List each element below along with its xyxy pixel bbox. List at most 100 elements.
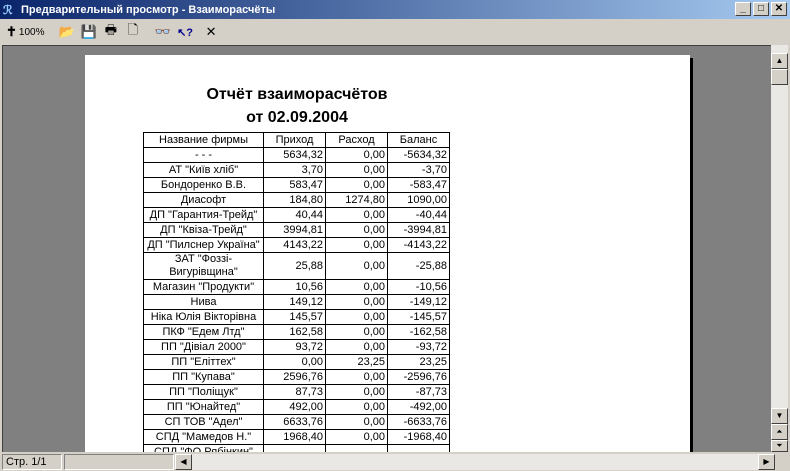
table-cell: 0,00 [325,222,388,238]
maximize-button[interactable]: □ [753,2,769,16]
table-cell: 0,00 [263,354,326,370]
table-cell: -6633,76 [387,414,450,430]
table-cell: -3,70 [387,162,450,178]
table-cell: АТ "Київ хліб" [143,162,264,178]
table-cell: 162,58 [263,324,326,340]
scroll-left-button[interactable]: ◀ [175,454,192,470]
table-cell: ПП "Поліщук" [143,384,264,400]
table-row: Магазин "Продукти" 10,56 0,00 -10,56 [143,279,450,295]
table-row: ПКФ "Едем Лтд" 162,58 0,00 -162,58 [143,324,450,340]
column-header: Приход [263,132,326,148]
table-cell: Ніка Юлія Вікторівна [143,309,264,325]
table-cell: 0,00 [325,147,388,163]
table-cell: Нива [143,294,264,310]
zoom-button[interactable]: ✝ 100% [6,23,44,41]
table-cell: 1090,00 [387,192,450,208]
zoom-label: 100% [18,26,45,38]
scroll-up-button[interactable]: ▲ [771,53,788,69]
table-cell: 0,00 [325,294,388,310]
table-cell: -492,00 [387,399,450,415]
toolbar: ✝ 100% 📂 💾 🖶 🗋 👓 ↖? ✕ [0,21,790,43]
find-button[interactable]: 👓 [155,23,171,41]
table-cell: -4143,22 [387,237,450,253]
table-cell: -145,57 [387,309,450,325]
report-table: Название фирмы Приход Расход Баланс - - -563… [143,132,450,452]
table-row: Ніка Юлія Вікторівна 145,57 0,00 -145,57 [143,309,450,325]
table-cell: 4143,22 [263,237,326,253]
table-cell: -1968,40 [387,429,450,445]
table-cell: ДП "Пилснер Україна" [143,237,264,253]
table-row: ПП "Дівіал 2000" 93,72 0,00 -93,72 [143,339,450,355]
status-panel [64,454,174,470]
close-preview-button[interactable]: ✕ [203,23,219,41]
column-header: Расход [325,132,388,148]
table-row: СПД "Мамедов Н." 1968,40 0,00 -1968,40 [143,429,450,445]
scroll-down-button[interactable]: ▼ [771,408,788,424]
table-row: ПП "Купава" 2596,76 0,00 -2596,76 [143,369,450,385]
report-subtitle: от 02.09.2004 [246,109,348,126]
table-cell: 0,00 [325,207,388,223]
table-cell: -3994,81 [387,222,450,238]
table-cell: 492,00 [263,399,326,415]
table-cell: ПП "Юнайтед" [143,399,264,415]
minimize-button[interactable]: _ [735,2,751,16]
scroll-thumb[interactable] [771,69,788,85]
table-cell: -149,12 [387,294,450,310]
table-cell: ПКФ "Едем Лтд" [143,324,264,340]
table-cell [263,444,326,452]
table-cell: -25,88 [387,252,450,280]
table-cell: 583,47 [263,177,326,193]
table-cell: Бондоренко В.В. [143,177,264,193]
table-row: СПД "ФО Рябінкин" [143,444,450,452]
table-cell: 23,25 [387,354,450,370]
report-title: Отчёт взаиморасчётов [206,86,388,103]
table-cell: 1968,40 [263,429,326,445]
table-cell: 0,00 [325,177,388,193]
scroll-right-button[interactable]: ▶ [758,454,775,470]
table-row: Диасофт 184,80 1274,80 1090,00 [143,192,450,208]
table-row: Бондоренко В.В. 583,47 0,00 -583,47 [143,177,450,193]
table-cell: 0,00 [325,414,388,430]
table-cell: ДП "Гарантия-Трейд" [143,207,264,223]
page-setup-button[interactable]: 🗋 [125,22,141,41]
report-page: Отчёт взаиморасчётов от 02.09.2004 Назва… [85,55,690,452]
title-bar: ℛ Предварительный просмотр - Взаиморасчё… [0,0,790,19]
table-cell: СП ТОВ "Адел" [143,414,264,430]
table-cell [387,444,450,452]
table-cell: 0,00 [325,384,388,400]
table-cell: 0,00 [325,339,388,355]
prev-page-button[interactable]: ⏶ [771,424,788,440]
table-cell: 40,44 [263,207,326,223]
binoculars-icon: 👓 [154,24,172,39]
table-cell: 25,88 [263,252,326,280]
table-cell: СПД "Мамедов Н." [143,429,264,445]
horizontal-scrollbar[interactable]: ◀ ▶ [175,454,775,470]
help-button[interactable]: ↖? [177,23,193,41]
preview-area: Отчёт взаиморасчётов от 02.09.2004 Назва… [2,45,771,452]
table-cell: -2596,76 [387,369,450,385]
table-cell: 3,70 [263,162,326,178]
table-cell: 0,00 [325,309,388,325]
table-cell: 0,00 [325,279,388,295]
close-button[interactable]: ✕ [771,2,787,16]
next-page-button[interactable]: ⏷ [771,440,788,452]
table-cell: 0,00 [325,237,388,253]
table-row: ПП "Еліттех" 0,00 23,25 23,25 [143,354,450,370]
open-button[interactable]: 📂 [58,23,74,41]
folder-open-icon: 📂 [58,24,75,39]
vertical-scrollbar[interactable]: ▲ ▼ ⏶ ⏷ [771,45,788,452]
save-button[interactable]: 💾 [81,23,97,41]
table-cell: -583,47 [387,177,450,193]
table-cell: ДП "Квіза-Трейд" [143,222,264,238]
table-cell [325,444,388,452]
table-cell: -10,56 [387,279,450,295]
table-cell: 0,00 [325,324,388,340]
table-cell: 0,00 [325,399,388,415]
table-cell: Диасофт [143,192,264,208]
table-cell: -93,72 [387,339,450,355]
print-button[interactable]: 🖶 [103,22,119,41]
table-cell: 184,80 [263,192,326,208]
table-cell: 145,57 [263,309,326,325]
status-bar: Стр. 1/1 ◀ ▶ [0,453,790,471]
save-icon: 💾 [80,24,97,39]
